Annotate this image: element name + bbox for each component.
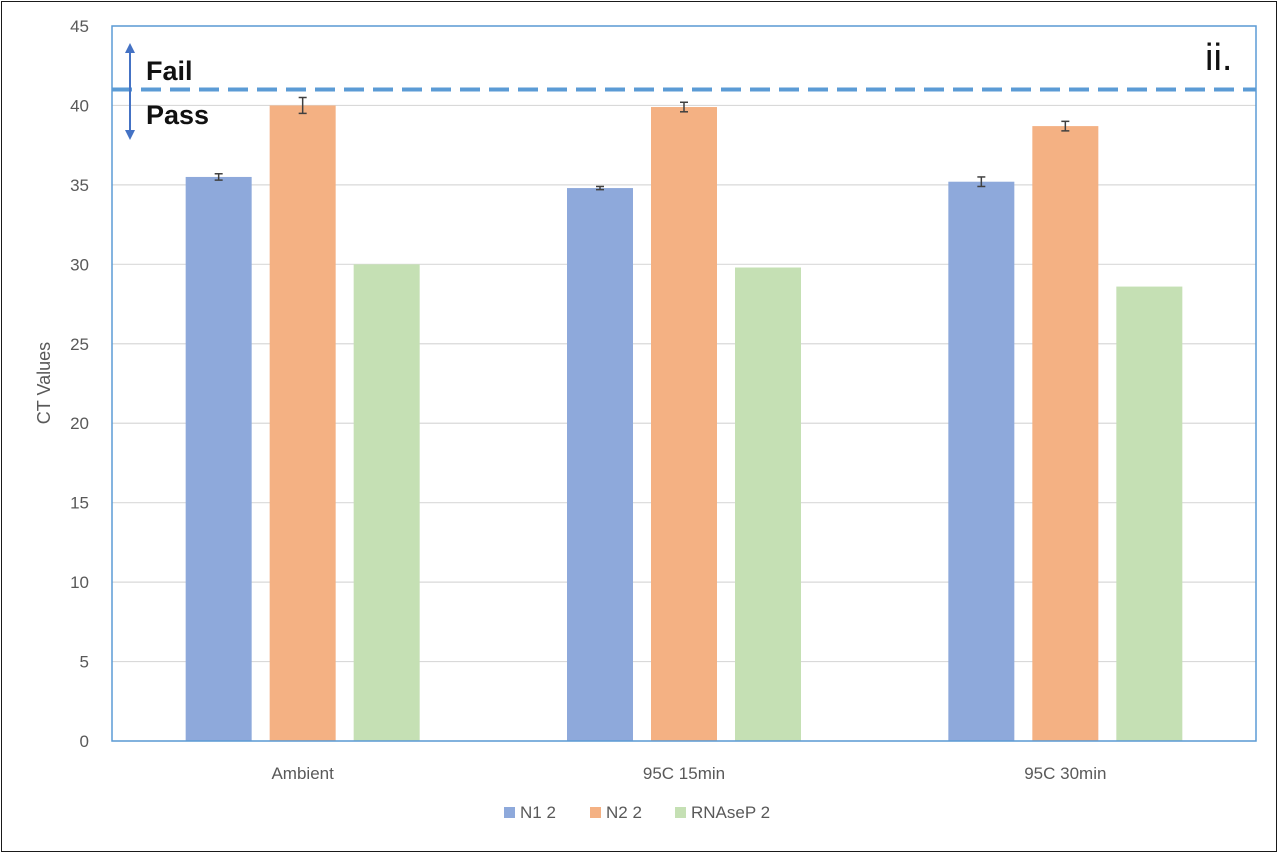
bar-n1-2 — [948, 181, 1015, 741]
bar-rnasep-2 — [353, 264, 420, 741]
bars — [185, 105, 1183, 742]
legend-swatch — [590, 807, 601, 818]
bar-rnasep-2 — [735, 267, 801, 741]
plot-area-border — [111, 25, 1257, 742]
bar-n2-2 — [1032, 126, 1099, 742]
y-tick-label: 30 — [70, 255, 89, 274]
y-tick-label: 10 — [70, 573, 89, 592]
y-tick-label: 35 — [70, 176, 89, 195]
y-axis-label: CT Values — [34, 342, 54, 424]
legend: N1 2 N2 2 RNAseP 2 — [504, 803, 770, 822]
error-bars — [214, 96, 1070, 191]
bar-rnasep-2 — [1116, 286, 1183, 741]
legend-label: RNAseP 2 — [691, 803, 770, 822]
y-tick-label: 15 — [70, 494, 89, 513]
legend-swatch — [504, 807, 515, 818]
bar-n2-2 — [269, 105, 336, 741]
x-category-labels: Ambient 95C 15min 95C 30min — [271, 764, 1106, 783]
bar-n1-2 — [567, 188, 633, 742]
bar-n2-2 — [651, 107, 717, 742]
x-category-label: 95C 15min — [643, 764, 725, 783]
y-tick-labels: 0 5 10 15 20 25 30 35 40 45 — [70, 17, 89, 751]
legend-label: N1 2 — [520, 803, 556, 822]
y-tick-label: 40 — [70, 96, 89, 115]
x-category-label: Ambient — [271, 764, 334, 783]
fail-pass-arrow — [125, 43, 135, 140]
bar-n1-2 — [185, 176, 252, 741]
panel-label: ii. — [1205, 37, 1232, 79]
pass-label: Pass — [146, 100, 209, 130]
fail-label: Fail — [146, 56, 193, 86]
y-tick-label: 20 — [70, 414, 89, 433]
y-tick-label: 5 — [80, 653, 89, 672]
y-tick-label: 25 — [70, 335, 89, 354]
legend-swatch — [675, 807, 686, 818]
arrow-head-down — [125, 130, 135, 140]
arrow-head-up — [125, 43, 135, 53]
x-category-label: 95C 30min — [1024, 764, 1106, 783]
legend-label: N2 2 — [606, 803, 642, 822]
y-tick-label: 0 — [80, 732, 89, 751]
y-tick-label: 45 — [70, 17, 89, 36]
